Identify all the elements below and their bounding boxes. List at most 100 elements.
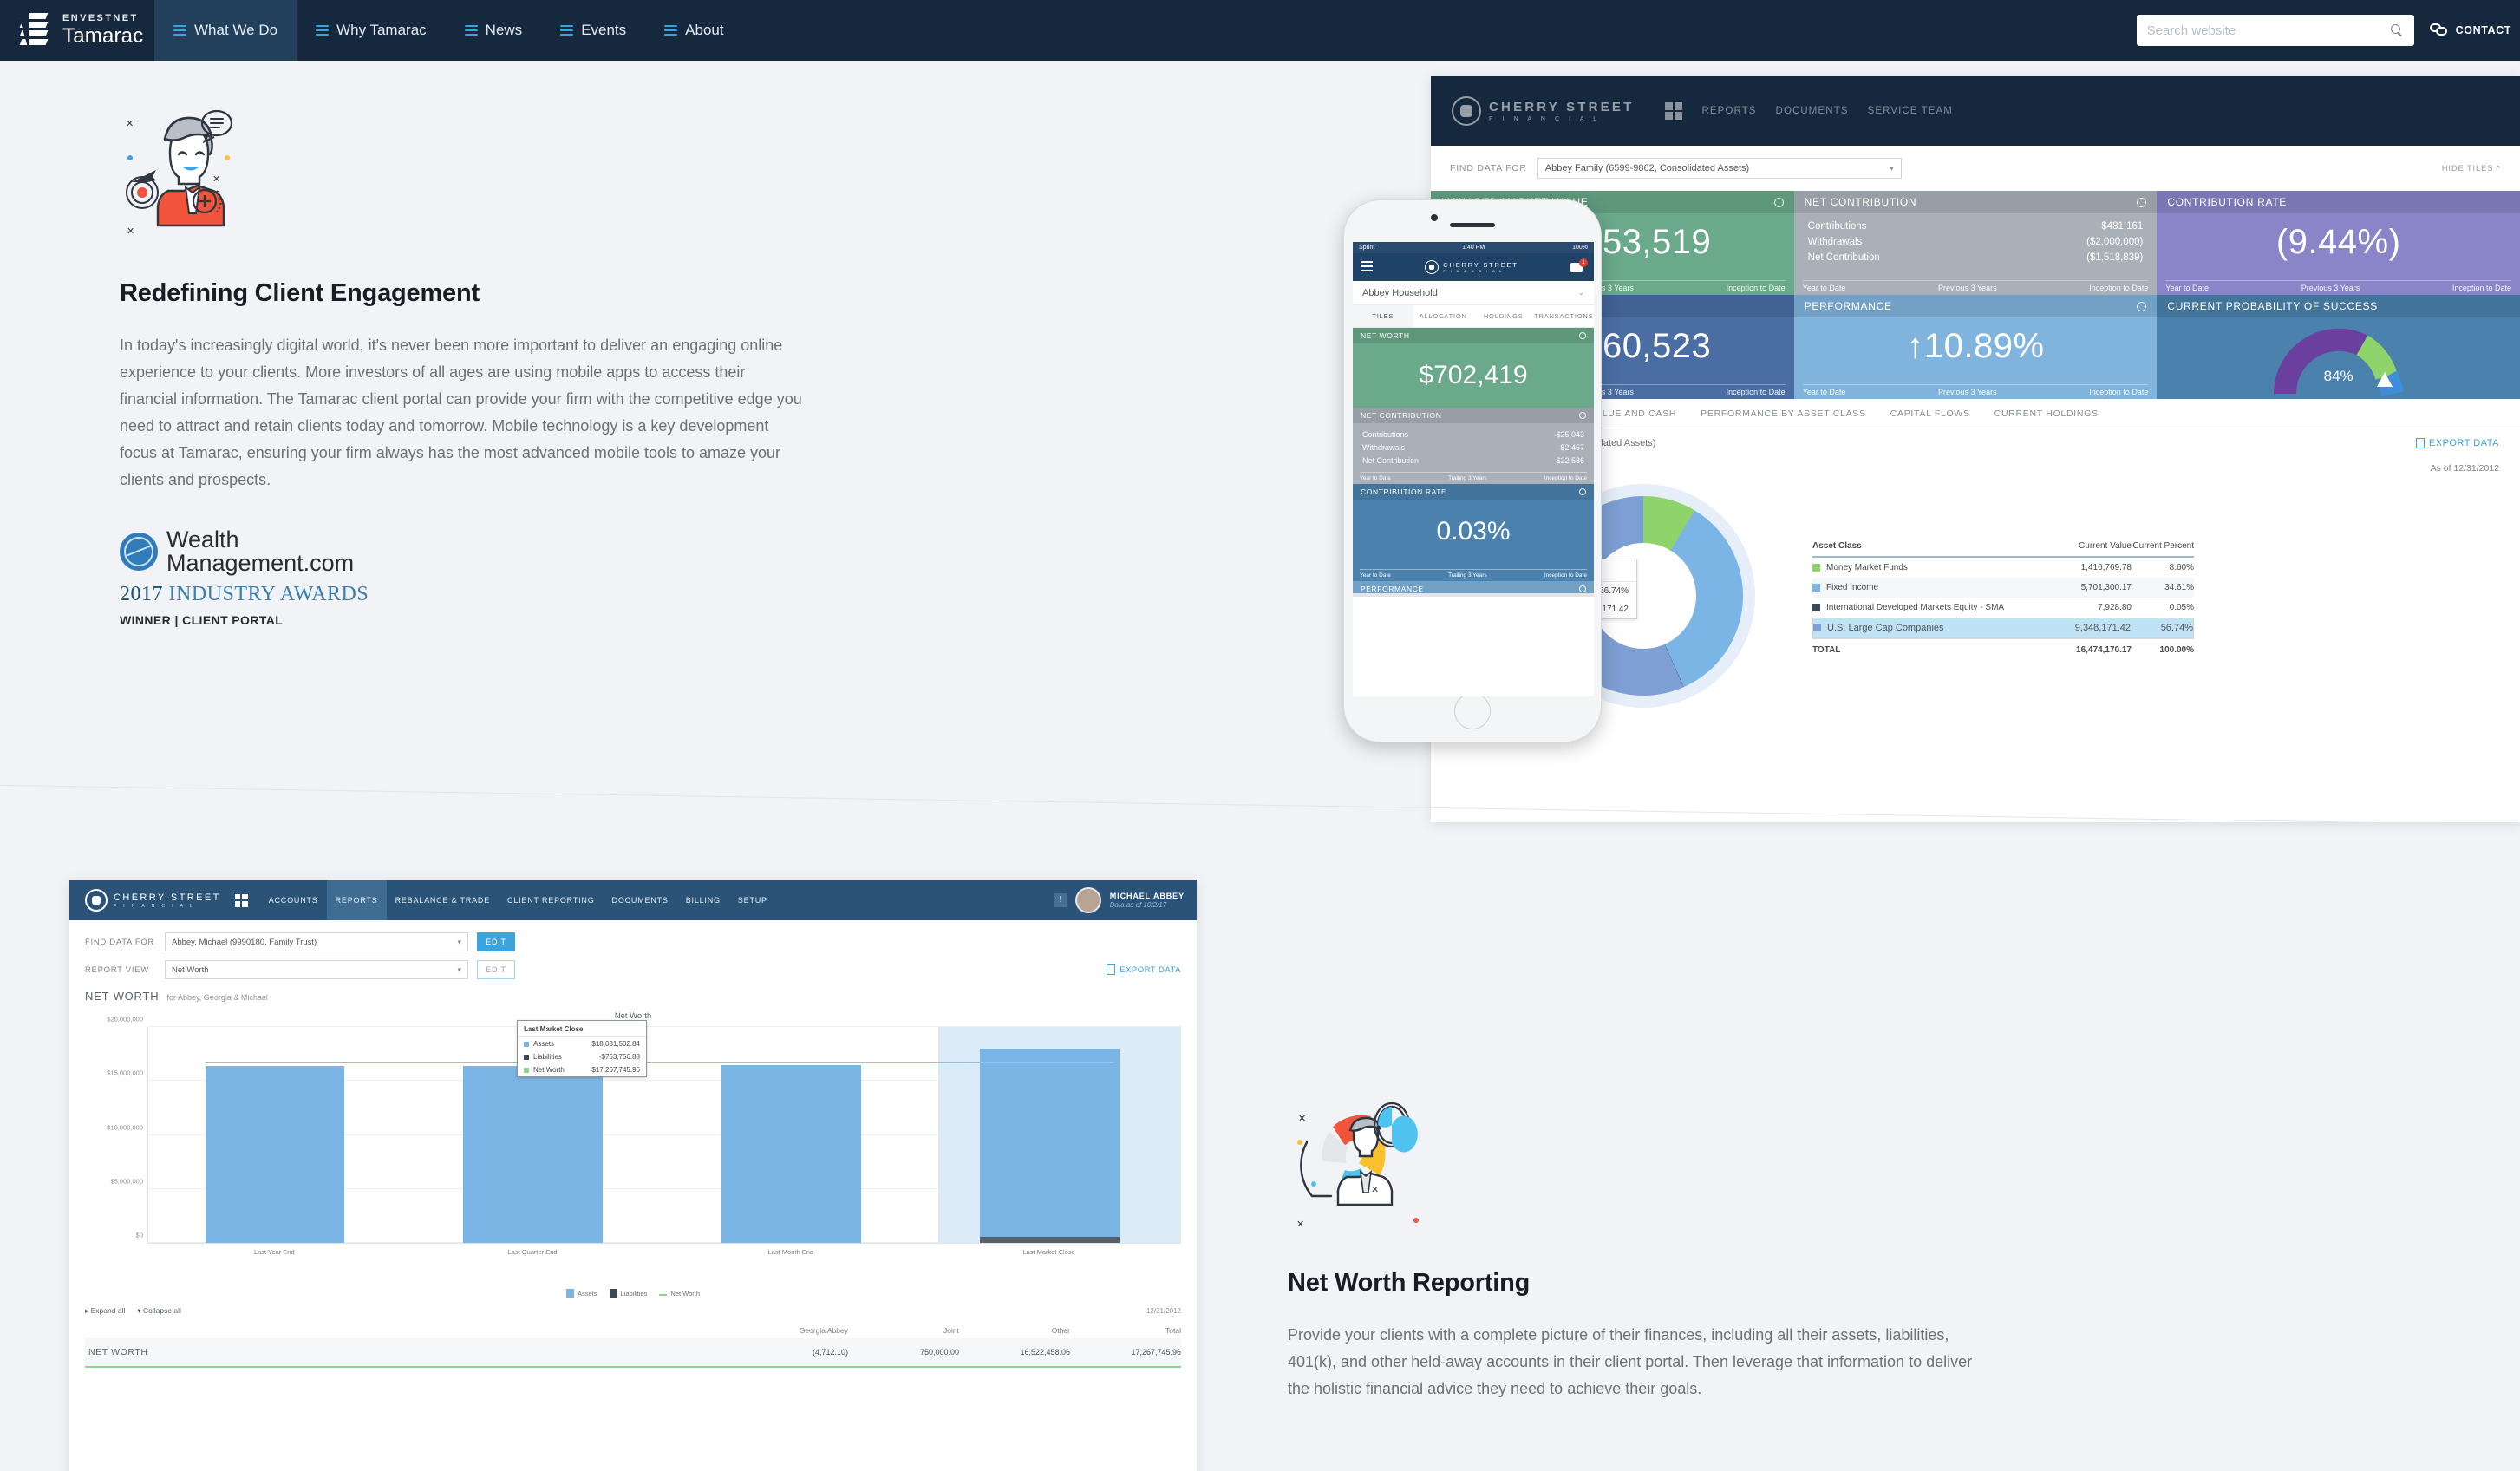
report-nav-accounts[interactable]: ACCOUNTS [268, 896, 318, 905]
notifications-icon[interactable] [1054, 893, 1067, 907]
table-row[interactable]: Fixed Income 5,701,300.17 34.61% [1812, 577, 2194, 598]
collapse-all-button[interactable]: ▾ Collapse all [137, 1306, 181, 1315]
hide-tiles-toggle[interactable]: HIDE TILES ^ [2441, 163, 2501, 173]
search-input[interactable] [2146, 23, 2386, 38]
messages-icon[interactable]: 1 [1570, 258, 1588, 273]
tab-capital-flows[interactable]: CAPITAL FLOWS [1890, 408, 1970, 419]
tile-probability-of-success[interactable]: CURRENT PROBABILITY OF SUCCESS 84% [2157, 295, 2520, 399]
gear-icon[interactable] [1579, 585, 1586, 592]
tile-period-ytd[interactable]: Year to Date [1802, 284, 1846, 292]
contact-link[interactable]: CONTACT [2429, 23, 2520, 37]
gear-icon[interactable] [1579, 412, 1586, 419]
row-value: $481,161 [2101, 221, 2144, 232]
avatar[interactable] [1074, 887, 1101, 913]
dash-nav-service-team[interactable]: SERVICE TEAM [1867, 106, 1953, 116]
tab-current-holdings[interactable]: CURRENT HOLDINGS [1994, 408, 2099, 419]
report-nav-billing[interactable]: BILLING [685, 896, 721, 905]
tile-net-contribution[interactable]: NET CONTRIBUTION Contributions $481,161 W… [1793, 191, 2158, 295]
tile-period-inception[interactable]: Inception to Date [1726, 284, 1786, 292]
find-data-select[interactable]: Abbey, Michael (9990180, Family Trust) ▾ [165, 932, 468, 951]
tile-period-ytd[interactable]: Year to Date [1360, 475, 1391, 481]
envestnet-logo-icon [17, 10, 54, 50]
nav-item-about[interactable]: About [645, 0, 742, 61]
phone-tab-holdings[interactable]: HOLDINGS [1483, 312, 1524, 320]
table-row[interactable]: U.S. Large Cap Companies 9,348,171.42 56… [1812, 617, 2194, 638]
grid-icon[interactable] [1665, 102, 1683, 120]
phone-household-select[interactable]: Abbey Household ⌄ [1353, 281, 1594, 305]
legend-item-assets[interactable]: Assets [566, 1289, 597, 1298]
phone-tab-tiles[interactable]: TILES [1353, 305, 1413, 327]
tile-period-inception[interactable]: Inception to Date [1544, 475, 1587, 481]
tile-period-prev3[interactable]: Previous 3 Years [1938, 284, 1997, 292]
tile-period-prev3[interactable]: Previous 3 Years [1575, 284, 1634, 292]
report-nav-documents[interactable]: DOCUMENTS [611, 896, 669, 905]
tile-period-inception[interactable]: Inception to Date [2089, 284, 2149, 292]
col-asset-class[interactable]: Asset Class [1812, 541, 1862, 551]
nav-item-news[interactable]: News [446, 0, 542, 61]
gear-icon[interactable] [1579, 488, 1586, 495]
phone-home-button[interactable] [1454, 693, 1491, 729]
export-data-button[interactable]: EXPORT DATA [2415, 438, 2499, 448]
legend-item-net-worth[interactable]: Net Worth [659, 1289, 700, 1298]
grid-icon[interactable] [234, 893, 248, 907]
bar-assets-last-market-close[interactable] [979, 1048, 1120, 1243]
tile-period-ytd[interactable]: Year to Date [1360, 572, 1391, 579]
bar-assets-last-year-end[interactable] [205, 1065, 345, 1243]
phone-tile-net-worth[interactable]: NET WORTH $702,419 [1353, 328, 1594, 408]
edit-find-data-button[interactable]: EDIT [477, 932, 515, 951]
table-row-net-worth[interactable]: NET WORTH (4,712.10) 750,000.00 16,522,4… [85, 1338, 1181, 1368]
tile-period-inception[interactable]: Inception to Date [2451, 284, 2511, 292]
bar-liabilities-last-market-close[interactable] [979, 1237, 1120, 1243]
brand-logo[interactable]: ENVESTNET Tamarac [0, 0, 154, 61]
phone-tab-transactions[interactable]: TRANSACTIONS [1534, 312, 1594, 320]
tile-period-prev3[interactable]: Previous 3 Years [1575, 388, 1634, 396]
gear-icon[interactable] [2137, 301, 2147, 311]
phone-tab-allocation[interactable]: ALLOCATION [1419, 312, 1467, 320]
svg-text:✕: ✕ [127, 226, 134, 237]
report-nav-reports[interactable]: REPORTS [326, 880, 387, 920]
report-nav-client-reporting[interactable]: CLIENT REPORTING [507, 896, 595, 905]
tile-period-trailing3[interactable]: Trailing 3 Years [1448, 475, 1487, 481]
gear-icon[interactable] [2137, 197, 2147, 207]
tile-period-prev3[interactable]: Previous 3 Years [1938, 388, 1997, 396]
expand-all-button[interactable]: ▸ Expand all [85, 1306, 126, 1315]
chevron-down-icon: ▾ [1890, 163, 1894, 173]
tile-period-inception[interactable]: Inception to Date [1544, 572, 1587, 579]
tile-contribution-rate[interactable]: CONTRIBUTION RATE (9.44%) Year to Date P… [2157, 191, 2520, 295]
report-nav-rebalance-trade[interactable]: REBALANCE & TRADE [395, 896, 491, 905]
search-box[interactable] [2136, 15, 2414, 46]
gear-icon[interactable] [1579, 332, 1586, 339]
legend-item-liabilities[interactable]: Liabilities [609, 1289, 647, 1298]
hamburger-menu-icon[interactable] [1361, 260, 1373, 274]
phone-tile-net-contribution[interactable]: NET CONTRIBUTION Contributions $25,043 Wi… [1353, 408, 1594, 484]
dash-nav-reports[interactable]: REPORTS [1701, 106, 1757, 116]
tile-performance[interactable]: PERFORMANCE ↑10.89% Year to Date Previou… [1793, 295, 2158, 399]
phone-tile-performance[interactable]: PERFORMANCE [1353, 581, 1594, 597]
tab-performance-by-asset-class[interactable]: PERFORMANCE BY ASSET CLASS [1701, 408, 1866, 419]
bar-assets-last-quarter-end[interactable] [463, 1065, 604, 1243]
tile-period-ytd[interactable]: Year to Date [2165, 284, 2210, 292]
legend-label: Assets [578, 1289, 597, 1298]
table-row[interactable]: International Developed Markets Equity -… [1812, 598, 2194, 618]
report-view-select[interactable]: Net Worth ▾ [165, 960, 468, 979]
report-nav-setup[interactable]: SETUP [737, 896, 767, 905]
tile-period-prev3[interactable]: Previous 3 Years [2301, 284, 2360, 292]
tile-period-ytd[interactable]: Year to Date [1802, 388, 1846, 396]
tile-period-inception[interactable]: Inception to Date [1726, 388, 1786, 396]
tile-period-inception[interactable]: Inception to Date [2089, 388, 2149, 396]
phone-tile-contribution-rate[interactable]: CONTRIBUTION RATE 0.03% Year to Date Tra… [1353, 484, 1594, 581]
svg-text:✕: ✕ [1371, 1185, 1379, 1195]
find-data-value: Abbey Family (6599-9862, Consolidated As… [1544, 163, 1750, 173]
edit-report-view-button[interactable]: EDIT [477, 960, 515, 979]
tile-period-trailing3[interactable]: Trailing 3 Years [1448, 572, 1487, 579]
search-icon[interactable] [2390, 23, 2404, 37]
find-data-select[interactable]: Abbey Family (6599-9862, Consolidated As… [1537, 158, 1902, 179]
table-row[interactable]: Money Market Funds 1,416,769.78 8.60% [1812, 558, 2194, 578]
nav-item-events[interactable]: Events [541, 0, 645, 61]
nav-item-why-tamarac[interactable]: Why Tamarac [297, 0, 446, 61]
nav-item-what-we-do[interactable]: What We Do [154, 0, 297, 61]
gear-icon[interactable] [1773, 197, 1784, 207]
export-data-button[interactable]: EXPORT DATA [1107, 964, 1181, 975]
dash-nav-documents[interactable]: DOCUMENTS [1775, 106, 1849, 116]
bar-assets-last-month-end[interactable] [721, 1064, 861, 1243]
